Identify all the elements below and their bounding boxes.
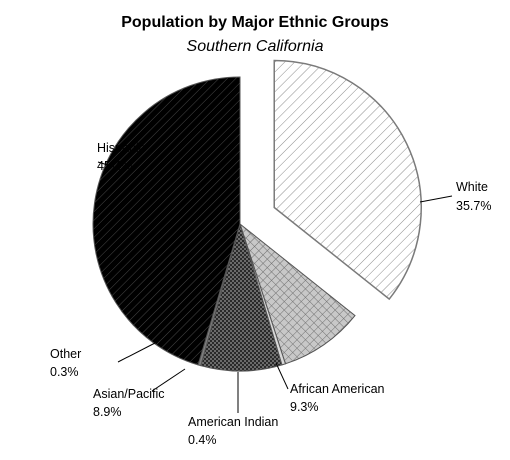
slice-labels: White 35.7% African American 9.3% American I… [50, 141, 491, 447]
slice-value-african-american: 9.3% [290, 400, 319, 414]
pie-slice-asian-pacific [200, 222, 283, 372]
chart-subtitle: Southern California [187, 38, 324, 55]
chart-title: Population by Major Ethnic Groups [121, 14, 389, 31]
slice-value-white: 35.7% [456, 199, 491, 213]
slice-name-american-indian: American Indian [188, 415, 278, 429]
pie-slices [92, 59, 422, 372]
leader-line-asian-pacific [151, 368, 186, 392]
slice-name-white: White [456, 180, 488, 194]
leader-line-white [419, 195, 453, 203]
leader-line-hispanic [97, 161, 115, 168]
slice-name-asian-pacific: Asian/Pacific [93, 387, 165, 401]
pie-slice-hispanic [92, 76, 241, 366]
pie-slice-african-american [239, 222, 356, 365]
slice-value-other: 0.3% [50, 365, 79, 379]
slice-value-hispanic: 45.4% [97, 159, 132, 173]
slice-value-american-indian: 0.4% [188, 433, 217, 447]
slice-value-asian-pacific: 8.9% [93, 405, 122, 419]
slice-name-african-american: African American [290, 382, 385, 396]
slice-name-hispanic: Hispanic [97, 141, 145, 155]
leader-line-african-american [275, 362, 289, 390]
pie-slice-white [273, 59, 422, 301]
slice-name-other: Other [50, 347, 81, 361]
leader-line-other [117, 342, 156, 363]
leader-lines [97, 161, 453, 413]
